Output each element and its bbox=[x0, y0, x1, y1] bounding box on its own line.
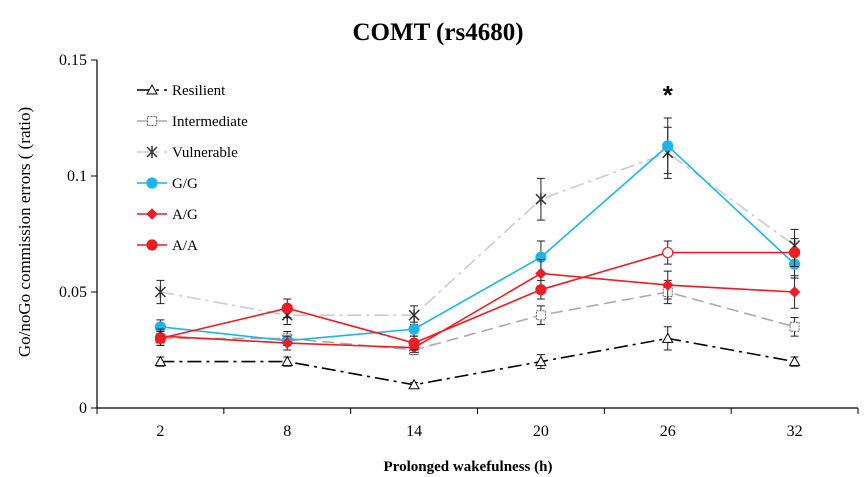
data-point bbox=[146, 208, 158, 220]
series-line bbox=[160, 337, 795, 386]
x-tick-label: 32 bbox=[787, 423, 803, 440]
series-vulnerable bbox=[154, 126, 801, 325]
data-point bbox=[408, 378, 420, 390]
x-tick-label: 20 bbox=[533, 423, 549, 440]
x-axis-label: Prolonged wakefulness (h) bbox=[384, 459, 553, 475]
data-point bbox=[535, 267, 547, 280]
data-point bbox=[788, 246, 801, 259]
data-point bbox=[788, 286, 801, 298]
data-point bbox=[661, 332, 674, 343]
y-tick-label: 0.1 bbox=[67, 168, 87, 185]
series-line bbox=[160, 251, 795, 344]
data-point bbox=[281, 302, 293, 314]
series-resilient bbox=[154, 326, 801, 390]
x-tick-label: 8 bbox=[283, 423, 291, 440]
axes: 0 0.05 0.1 0.15 2 8 14 20 26 32 bbox=[59, 52, 859, 440]
data-point bbox=[408, 337, 420, 349]
legend: Resilient Intermediate Vulnerable G/G A/G A/A bbox=[137, 83, 248, 254]
data-point bbox=[408, 323, 420, 335]
legend-label: Intermediate bbox=[172, 114, 248, 130]
x-tick-label: 26 bbox=[660, 423, 676, 440]
legend-label: A/G bbox=[172, 207, 198, 223]
data-point bbox=[535, 355, 547, 367]
legend-entry: A/G bbox=[137, 207, 198, 223]
legend-entry: Intermediate bbox=[137, 114, 248, 130]
y-axis-label: Go/noGo commission errors ( (ratio) bbox=[15, 107, 34, 357]
data-point bbox=[154, 332, 167, 344]
data-point bbox=[281, 337, 293, 349]
series-line bbox=[160, 151, 796, 317]
significance-annotation: * bbox=[663, 80, 674, 110]
y-tick-label: 0 bbox=[79, 400, 87, 417]
data-point bbox=[281, 355, 294, 367]
chart-title: COMT (rs4680) bbox=[352, 19, 523, 46]
data-point bbox=[146, 239, 158, 251]
data-point bbox=[789, 321, 800, 332]
data-point bbox=[788, 355, 801, 367]
series-line bbox=[160, 272, 795, 349]
data-point bbox=[535, 310, 546, 321]
data-point bbox=[662, 246, 674, 259]
legend-label: Vulnerable bbox=[172, 145, 238, 161]
y-tick-label: 0.05 bbox=[59, 284, 87, 301]
data-point bbox=[662, 279, 674, 291]
series-g-g bbox=[154, 117, 801, 347]
x-tick-label: 2 bbox=[156, 423, 164, 440]
legend-label: A/A bbox=[172, 238, 198, 254]
series-a-a bbox=[154, 238, 801, 351]
y-tick-label: 0.15 bbox=[59, 52, 87, 69]
legend-entry: Vulnerable bbox=[137, 145, 238, 161]
data-point bbox=[146, 177, 158, 189]
series-layer bbox=[154, 117, 801, 390]
legend-entry: Resilient bbox=[137, 83, 226, 99]
data-point bbox=[146, 146, 158, 158]
x-tick-label: 14 bbox=[406, 423, 422, 440]
data-point bbox=[154, 355, 167, 367]
data-point bbox=[154, 286, 166, 298]
series-intermediate bbox=[155, 279, 800, 356]
data-point bbox=[662, 140, 674, 152]
legend-label: Resilient bbox=[172, 83, 226, 99]
data-point bbox=[408, 309, 420, 322]
series-line bbox=[160, 144, 796, 342]
data-point bbox=[535, 193, 547, 206]
legend-entry: A/A bbox=[137, 238, 198, 254]
legend-entry: G/G bbox=[137, 176, 198, 192]
data-point bbox=[147, 116, 157, 126]
legend-label: G/G bbox=[172, 176, 198, 192]
data-point bbox=[535, 284, 547, 296]
data-point bbox=[146, 83, 158, 95]
